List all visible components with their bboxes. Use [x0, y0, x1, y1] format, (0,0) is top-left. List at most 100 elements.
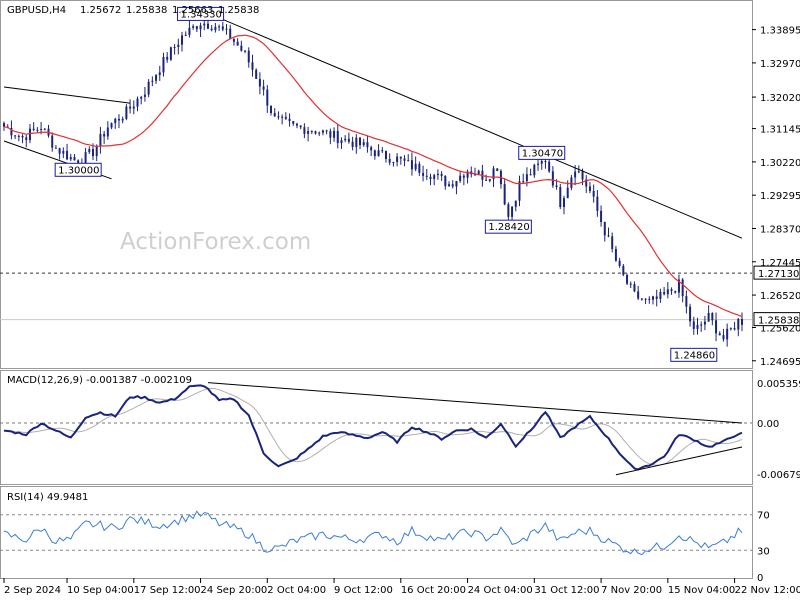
candle-body	[596, 196, 599, 211]
candle-body	[255, 69, 258, 79]
candle-body	[418, 163, 421, 173]
level-label: 1.27130	[758, 269, 799, 280]
candle-body	[359, 137, 362, 146]
candle-body	[54, 147, 57, 149]
candle-body	[689, 306, 692, 322]
candle-body	[492, 168, 495, 180]
candle-body	[692, 321, 695, 329]
price-y-tick-label: 1.32020	[760, 93, 800, 104]
price-annotation-box	[518, 145, 566, 160]
macd-y-tick-label: -0.006798	[757, 470, 800, 481]
candle-body	[3, 123, 5, 127]
price-annotation-label: 1.24860	[674, 350, 715, 361]
candle-body	[295, 123, 298, 126]
ohlc-close: 1.25838	[218, 5, 259, 16]
candle-body	[377, 150, 380, 157]
candle-body	[399, 156, 402, 159]
candle-body	[247, 50, 250, 63]
candle-body	[14, 135, 17, 137]
ohlc-low: 1.25663	[172, 5, 213, 16]
candle-body	[529, 174, 532, 176]
macd-signal-line	[3, 387, 743, 466]
candle-body	[40, 129, 43, 131]
candle-body	[366, 142, 369, 148]
macd-main-line	[3, 384, 743, 471]
rsi-y-tick-label: 70	[757, 511, 770, 522]
candle-body	[121, 118, 124, 121]
candle-body	[10, 128, 13, 136]
candle-body	[351, 141, 354, 147]
candle-body	[603, 222, 606, 236]
candle-body	[214, 26, 217, 31]
candle-body	[629, 283, 632, 285]
candle-body	[240, 45, 243, 51]
candle-body	[462, 175, 465, 178]
candle-body	[251, 62, 254, 70]
level-label-box	[753, 265, 800, 280]
candle-body	[655, 296, 658, 299]
candle-body	[429, 176, 432, 179]
price-y-tick-label: 1.32970	[760, 59, 800, 70]
ohlc-high: 1.25838	[126, 5, 167, 16]
candle-body	[388, 159, 391, 163]
candle-body	[17, 135, 20, 137]
candle-body	[199, 25, 202, 30]
candle-body	[707, 312, 710, 322]
candle-body	[381, 150, 384, 152]
rsi-layer	[0, 510, 752, 556]
candle-body	[92, 149, 95, 157]
candle-body	[741, 318, 743, 325]
candle-body	[69, 157, 72, 160]
candle-body	[555, 185, 558, 188]
candle-body	[448, 184, 451, 187]
candle-body	[303, 127, 306, 134]
candle-body	[677, 279, 680, 293]
macd-panel-frame	[0, 370, 753, 485]
candle-body	[681, 279, 684, 297]
candle-body	[577, 171, 580, 173]
price-y-tick-label: 1.28370	[760, 224, 800, 235]
candle-body	[114, 118, 117, 124]
candle-body	[321, 130, 324, 133]
candle-body	[715, 320, 718, 334]
candle-body	[184, 34, 187, 36]
candle-body	[99, 133, 102, 147]
candle-body	[177, 44, 180, 48]
candle-body	[106, 127, 109, 137]
candle-body	[28, 128, 31, 141]
macd-y-tick-label: 0.005359	[757, 379, 800, 390]
candle-body	[588, 186, 591, 191]
moving-average-line	[3, 34, 743, 318]
candle-body	[329, 131, 332, 138]
candle-body	[726, 328, 729, 340]
candle-body	[633, 284, 636, 292]
candle-body	[95, 146, 98, 157]
candle-body	[221, 26, 224, 30]
candle-body	[451, 184, 454, 187]
x-tick-label: 2 Oct 04:00	[267, 585, 326, 596]
axis-layer: 1.33895 1.32970 1.32020 1.31145 1.30220 1.292…	[3, 26, 800, 596]
price-y-tick-label: 1.26520	[760, 291, 800, 302]
x-tick-label: 22 Nov 12:00	[735, 585, 800, 596]
candle-body	[299, 125, 302, 128]
price-y-tick-label: 1.27445	[760, 258, 800, 269]
price-trendline	[3, 86, 131, 104]
candle-body	[581, 171, 584, 180]
candle-body	[674, 291, 677, 293]
macd-trendline	[615, 446, 743, 476]
candle-body	[459, 175, 462, 181]
candle-body	[722, 335, 725, 340]
x-tick-label: 16 Oct 20:00	[401, 585, 466, 596]
candle-body	[422, 172, 425, 176]
price-annotation-box	[484, 219, 532, 234]
candle-body	[640, 298, 643, 300]
candle-body	[262, 86, 265, 90]
macd-layer	[0, 382, 752, 476]
candle-body	[436, 173, 439, 176]
candle-body	[162, 56, 165, 73]
candle-body	[466, 171, 469, 178]
candle-body	[562, 198, 565, 208]
candle-body	[700, 324, 703, 326]
price-annotation-box	[54, 162, 102, 177]
